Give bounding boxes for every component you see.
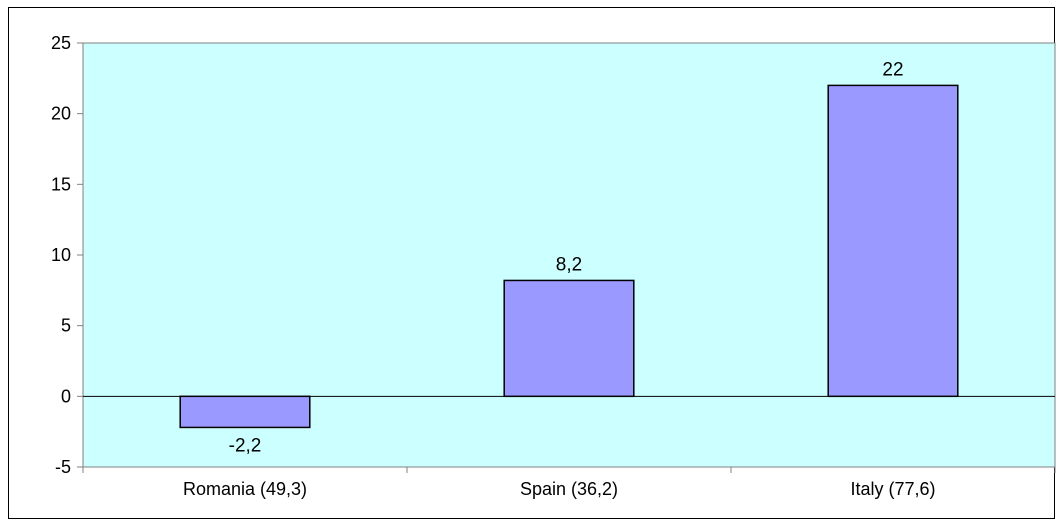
y-tick-label: 5 bbox=[61, 316, 71, 336]
data-label: 8,2 bbox=[556, 254, 582, 275]
data-label: 22 bbox=[882, 59, 903, 80]
x-axis bbox=[82, 467, 1056, 473]
y-tick-label: 15 bbox=[51, 174, 71, 194]
bar-series bbox=[179, 84, 959, 429]
bar bbox=[827, 84, 959, 398]
bar bbox=[179, 395, 311, 429]
x-tick-label: Romania (49,3) bbox=[183, 479, 307, 499]
y-tick-label: -5 bbox=[55, 457, 71, 477]
x-tick-label: Spain (36,2) bbox=[520, 479, 618, 499]
y-axis: -5 0 5 10 15 20 25 bbox=[51, 33, 84, 477]
y-tick-label: 25 bbox=[51, 33, 71, 53]
y-tick-label: 0 bbox=[61, 386, 71, 406]
data-label: -2,2 bbox=[229, 435, 262, 456]
y-tick-label: 20 bbox=[51, 104, 71, 124]
x-tick-label: Italy (77,6) bbox=[850, 479, 935, 499]
y-tick-label: 10 bbox=[51, 245, 71, 265]
bar bbox=[503, 279, 635, 398]
data-labels: -2,2 8,2 22 bbox=[229, 59, 904, 456]
category-labels: Romania (49,3) Spain (36,2) Italy (77,6) bbox=[183, 479, 936, 499]
